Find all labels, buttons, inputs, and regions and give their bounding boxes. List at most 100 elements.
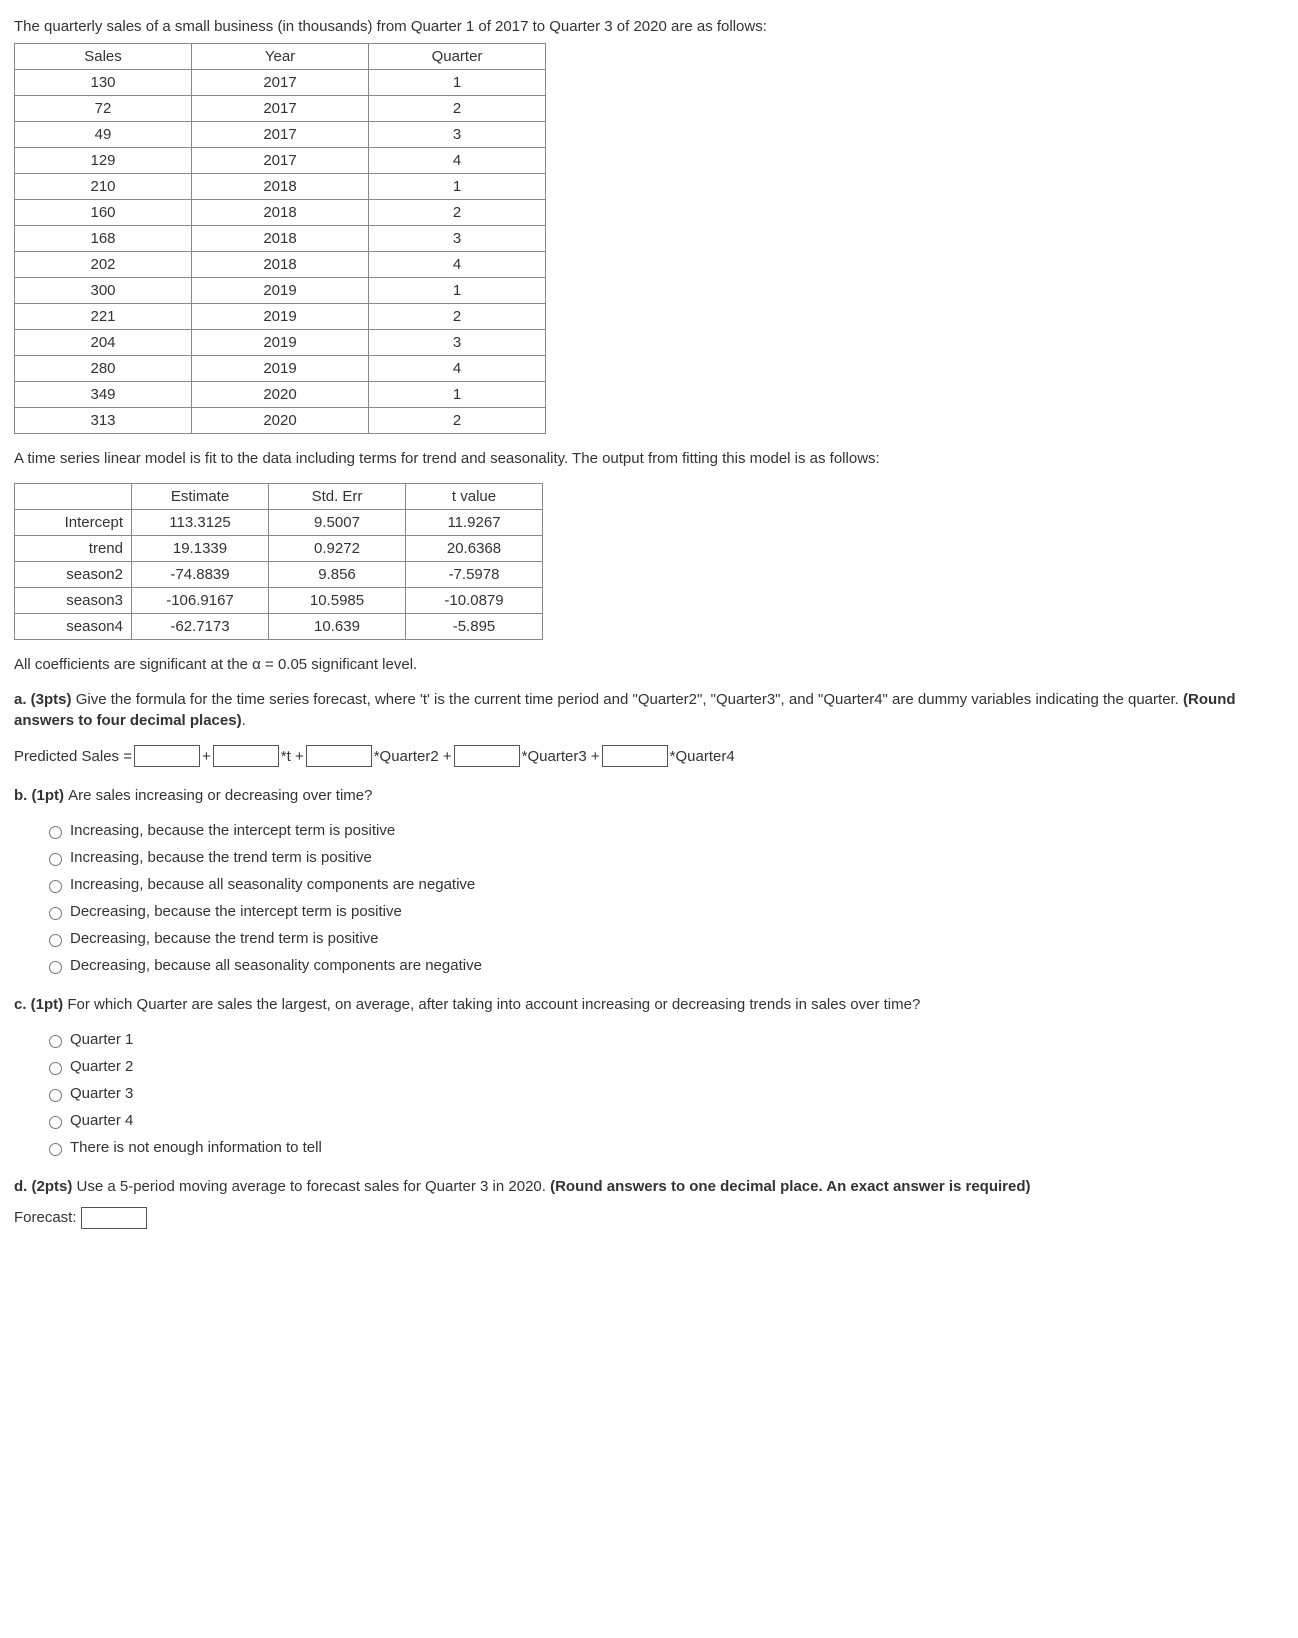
radio-option[interactable]	[49, 1035, 62, 1048]
sales-header-0: Sales	[15, 44, 192, 70]
option-row: Quarter 3	[44, 1083, 1284, 1104]
option-row: There is not enough information to tell	[44, 1137, 1284, 1158]
qd-text: Use a 5-period moving average to forecas…	[77, 1178, 551, 1195]
table-row: 13020171	[15, 70, 546, 96]
table-cell: 280	[15, 356, 192, 382]
table-cell: 2019	[192, 330, 369, 356]
input-intercept[interactable]	[134, 745, 200, 767]
radio-option[interactable]	[49, 853, 62, 866]
table-cell: 9.5007	[269, 510, 406, 536]
option-row: Increasing, because the intercept term i…	[44, 820, 1284, 841]
model-text: A time series linear model is fit to the…	[14, 448, 1284, 469]
qd-label: d. (2pts)	[14, 1178, 77, 1195]
table-cell: 204	[15, 330, 192, 356]
coef-header-2: Std. Err	[269, 484, 406, 510]
table-cell: -7.5978	[406, 562, 543, 588]
radio-option[interactable]	[49, 934, 62, 947]
table-cell: 2020	[192, 408, 369, 434]
radio-option[interactable]	[49, 1089, 62, 1102]
table-cell: 130	[15, 70, 192, 96]
sales-header-1: Year	[192, 44, 369, 70]
q3-suffix: *Quarter3 +	[522, 746, 600, 767]
table-cell: 2017	[192, 96, 369, 122]
radio-option[interactable]	[49, 826, 62, 839]
option-label: Decreasing, because the trend term is po…	[70, 928, 379, 949]
forecast-label: Forecast:	[14, 1209, 81, 1226]
table-row: 28020194	[15, 356, 546, 382]
table-row: 20420193	[15, 330, 546, 356]
table-cell: 1	[369, 278, 546, 304]
option-row: Increasing, because all seasonality comp…	[44, 874, 1284, 895]
table-cell: 2017	[192, 122, 369, 148]
table-cell: 4	[369, 252, 546, 278]
table-cell: 20.6368	[406, 536, 543, 562]
radio-option[interactable]	[49, 961, 62, 974]
qa-formula: Predicted Sales = + *t + *Quarter2 + *Qu…	[14, 745, 1284, 767]
qa-text: Give the formula for the time series for…	[76, 691, 1183, 708]
table-cell: 2	[369, 96, 546, 122]
question-a: a. (3pts) Give the formula for the time …	[14, 689, 1284, 767]
option-label: Decreasing, because the intercept term i…	[70, 901, 402, 922]
input-trend[interactable]	[213, 745, 279, 767]
table-cell: 72	[15, 96, 192, 122]
table-cell: 2	[369, 408, 546, 434]
table-row: Intercept113.31259.500711.9267	[15, 510, 543, 536]
radio-option[interactable]	[49, 880, 62, 893]
input-quarter3[interactable]	[454, 745, 520, 767]
table-cell: 2018	[192, 174, 369, 200]
option-row: Decreasing, because all seasonality comp…	[44, 955, 1284, 976]
row-label: trend	[15, 536, 132, 562]
row-label: season3	[15, 588, 132, 614]
option-label: Quarter 3	[70, 1083, 133, 1104]
row-label: Intercept	[15, 510, 132, 536]
table-cell: 202	[15, 252, 192, 278]
table-row: 7220172	[15, 96, 546, 122]
table-cell: 2019	[192, 278, 369, 304]
option-row: Decreasing, because the intercept term i…	[44, 901, 1284, 922]
radio-option[interactable]	[49, 907, 62, 920]
table-cell: 2	[369, 304, 546, 330]
radio-option[interactable]	[49, 1062, 62, 1075]
table-cell: 221	[15, 304, 192, 330]
sales-header-2: Quarter	[369, 44, 546, 70]
q2-suffix: *Quarter2 +	[374, 746, 452, 767]
input-quarter2[interactable]	[306, 745, 372, 767]
option-row: Increasing, because the trend term is po…	[44, 847, 1284, 868]
qa-label: a. (3pts)	[14, 691, 76, 708]
table-cell: 2018	[192, 252, 369, 278]
table-row: 16820183	[15, 226, 546, 252]
table-row: 31320202	[15, 408, 546, 434]
row-label: season2	[15, 562, 132, 588]
table-cell: 168	[15, 226, 192, 252]
table-row: 30020191	[15, 278, 546, 304]
table-cell: -74.8839	[132, 562, 269, 588]
table-cell: -5.895	[406, 614, 543, 640]
intro-text: The quarterly sales of a small business …	[14, 16, 1284, 37]
table-cell: 1	[369, 382, 546, 408]
input-forecast[interactable]	[81, 1207, 147, 1229]
option-row: Quarter 4	[44, 1110, 1284, 1131]
table-cell: 2	[369, 200, 546, 226]
option-label: Increasing, because the trend term is po…	[70, 847, 372, 868]
coef-header-1: Estimate	[132, 484, 269, 510]
table-cell: 313	[15, 408, 192, 434]
qd-bold-tail: (Round answers to one decimal place. An …	[550, 1178, 1030, 1195]
coef-header-3: t value	[406, 484, 543, 510]
sep-1: +	[202, 746, 211, 767]
table-row: trend19.13390.927220.6368	[15, 536, 543, 562]
table-cell: 2017	[192, 70, 369, 96]
table-cell: 3	[369, 330, 546, 356]
table-cell: 2018	[192, 226, 369, 252]
option-label: Quarter 1	[70, 1029, 133, 1050]
table-cell: 160	[15, 200, 192, 226]
input-quarter4[interactable]	[602, 745, 668, 767]
table-cell: 129	[15, 148, 192, 174]
table-row: 22120192	[15, 304, 546, 330]
radio-option[interactable]	[49, 1116, 62, 1129]
coef-header-0	[15, 484, 132, 510]
radio-option[interactable]	[49, 1143, 62, 1156]
table-cell: -106.9167	[132, 588, 269, 614]
table-cell: 2018	[192, 200, 369, 226]
table-cell: 0.9272	[269, 536, 406, 562]
table-cell: 9.856	[269, 562, 406, 588]
